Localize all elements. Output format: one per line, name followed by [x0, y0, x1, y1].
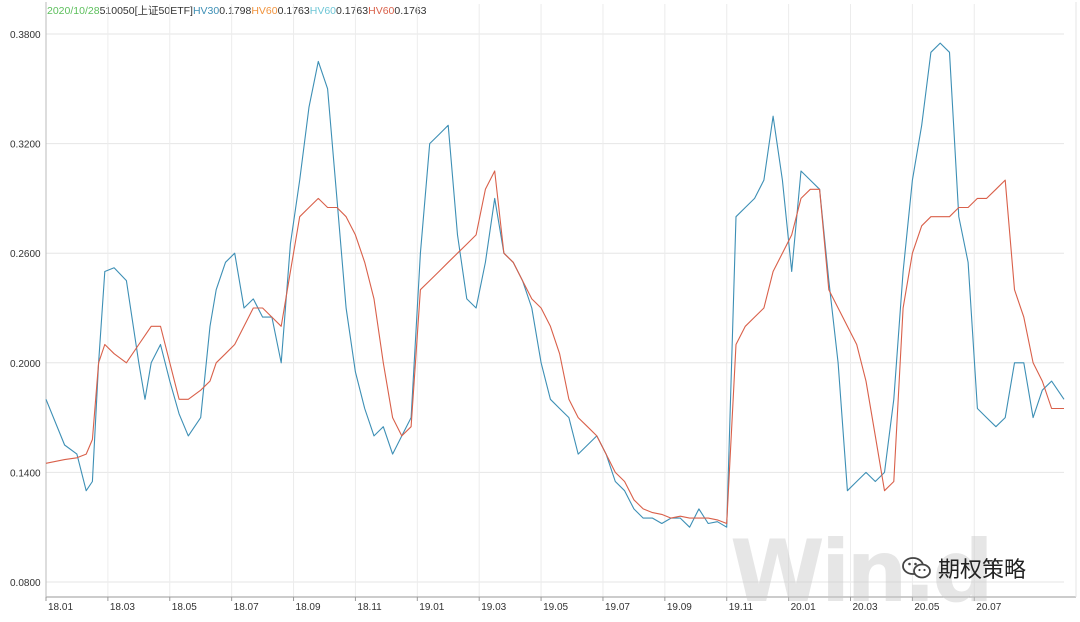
x-tick-label: 18.07 [234, 602, 259, 613]
y-tick-label: 0.0800 [10, 578, 41, 589]
wechat-badge: 期权策略 [902, 552, 1026, 584]
legend-hv30-value: 0.1798 [219, 5, 252, 17]
wechat-icon [902, 557, 931, 579]
y-tick-label: 0.3800 [10, 30, 41, 41]
x-tick-label: 20.03 [852, 602, 877, 613]
y-tick-label: 0.2000 [10, 359, 41, 370]
x-tick-label: 18.09 [296, 602, 321, 613]
x-tick-label: 18.05 [172, 602, 197, 613]
watermark-logo: Win.d [730, 522, 994, 622]
x-tick-label: 19.03 [481, 602, 506, 613]
x-tick-label: 20.07 [976, 602, 1001, 613]
legend-hv30-label: HV30 [192, 5, 220, 17]
legend-hv60-cyan-label: HV60 [309, 5, 336, 17]
legend-hv60-cyan-value: 0.1763 [336, 5, 369, 17]
x-tick-label: 20.05 [914, 602, 939, 613]
x-tick-label: 20.01 [791, 602, 816, 613]
y-tick-label: 0.2600 [10, 249, 41, 260]
series-line-hv60 [45, 170, 1064, 525]
legend-hv60-red-label: HV60 [368, 5, 395, 17]
x-tick-label: 18.01 [48, 602, 73, 613]
x-tick-label: 19.01 [419, 602, 444, 613]
legend-date: 2020/10/28 [47, 5, 100, 17]
y-tick-label: 0.3200 [10, 140, 41, 151]
x-tick-label: 18.03 [110, 602, 135, 613]
x-tick-label: 18.11 [357, 602, 382, 613]
legend-hv60-red-value: 0.1763 [394, 5, 427, 17]
legend-hv60-orange-label: HV60 [251, 5, 278, 17]
series-line-hv30 [45, 42, 1065, 528]
badge-text: 期权策略 [938, 558, 1027, 583]
x-tick-label: 19.09 [667, 602, 692, 613]
x-tick-label: 19.05 [543, 602, 568, 613]
x-tick-label: 19.11 [729, 602, 754, 613]
chart-legend: 2020/10/28510050[上证50ETF]HV300.1798HV600… [47, 4, 427, 18]
x-tick-label: 19.07 [605, 602, 630, 613]
y-tick-label: 0.1400 [10, 468, 41, 479]
